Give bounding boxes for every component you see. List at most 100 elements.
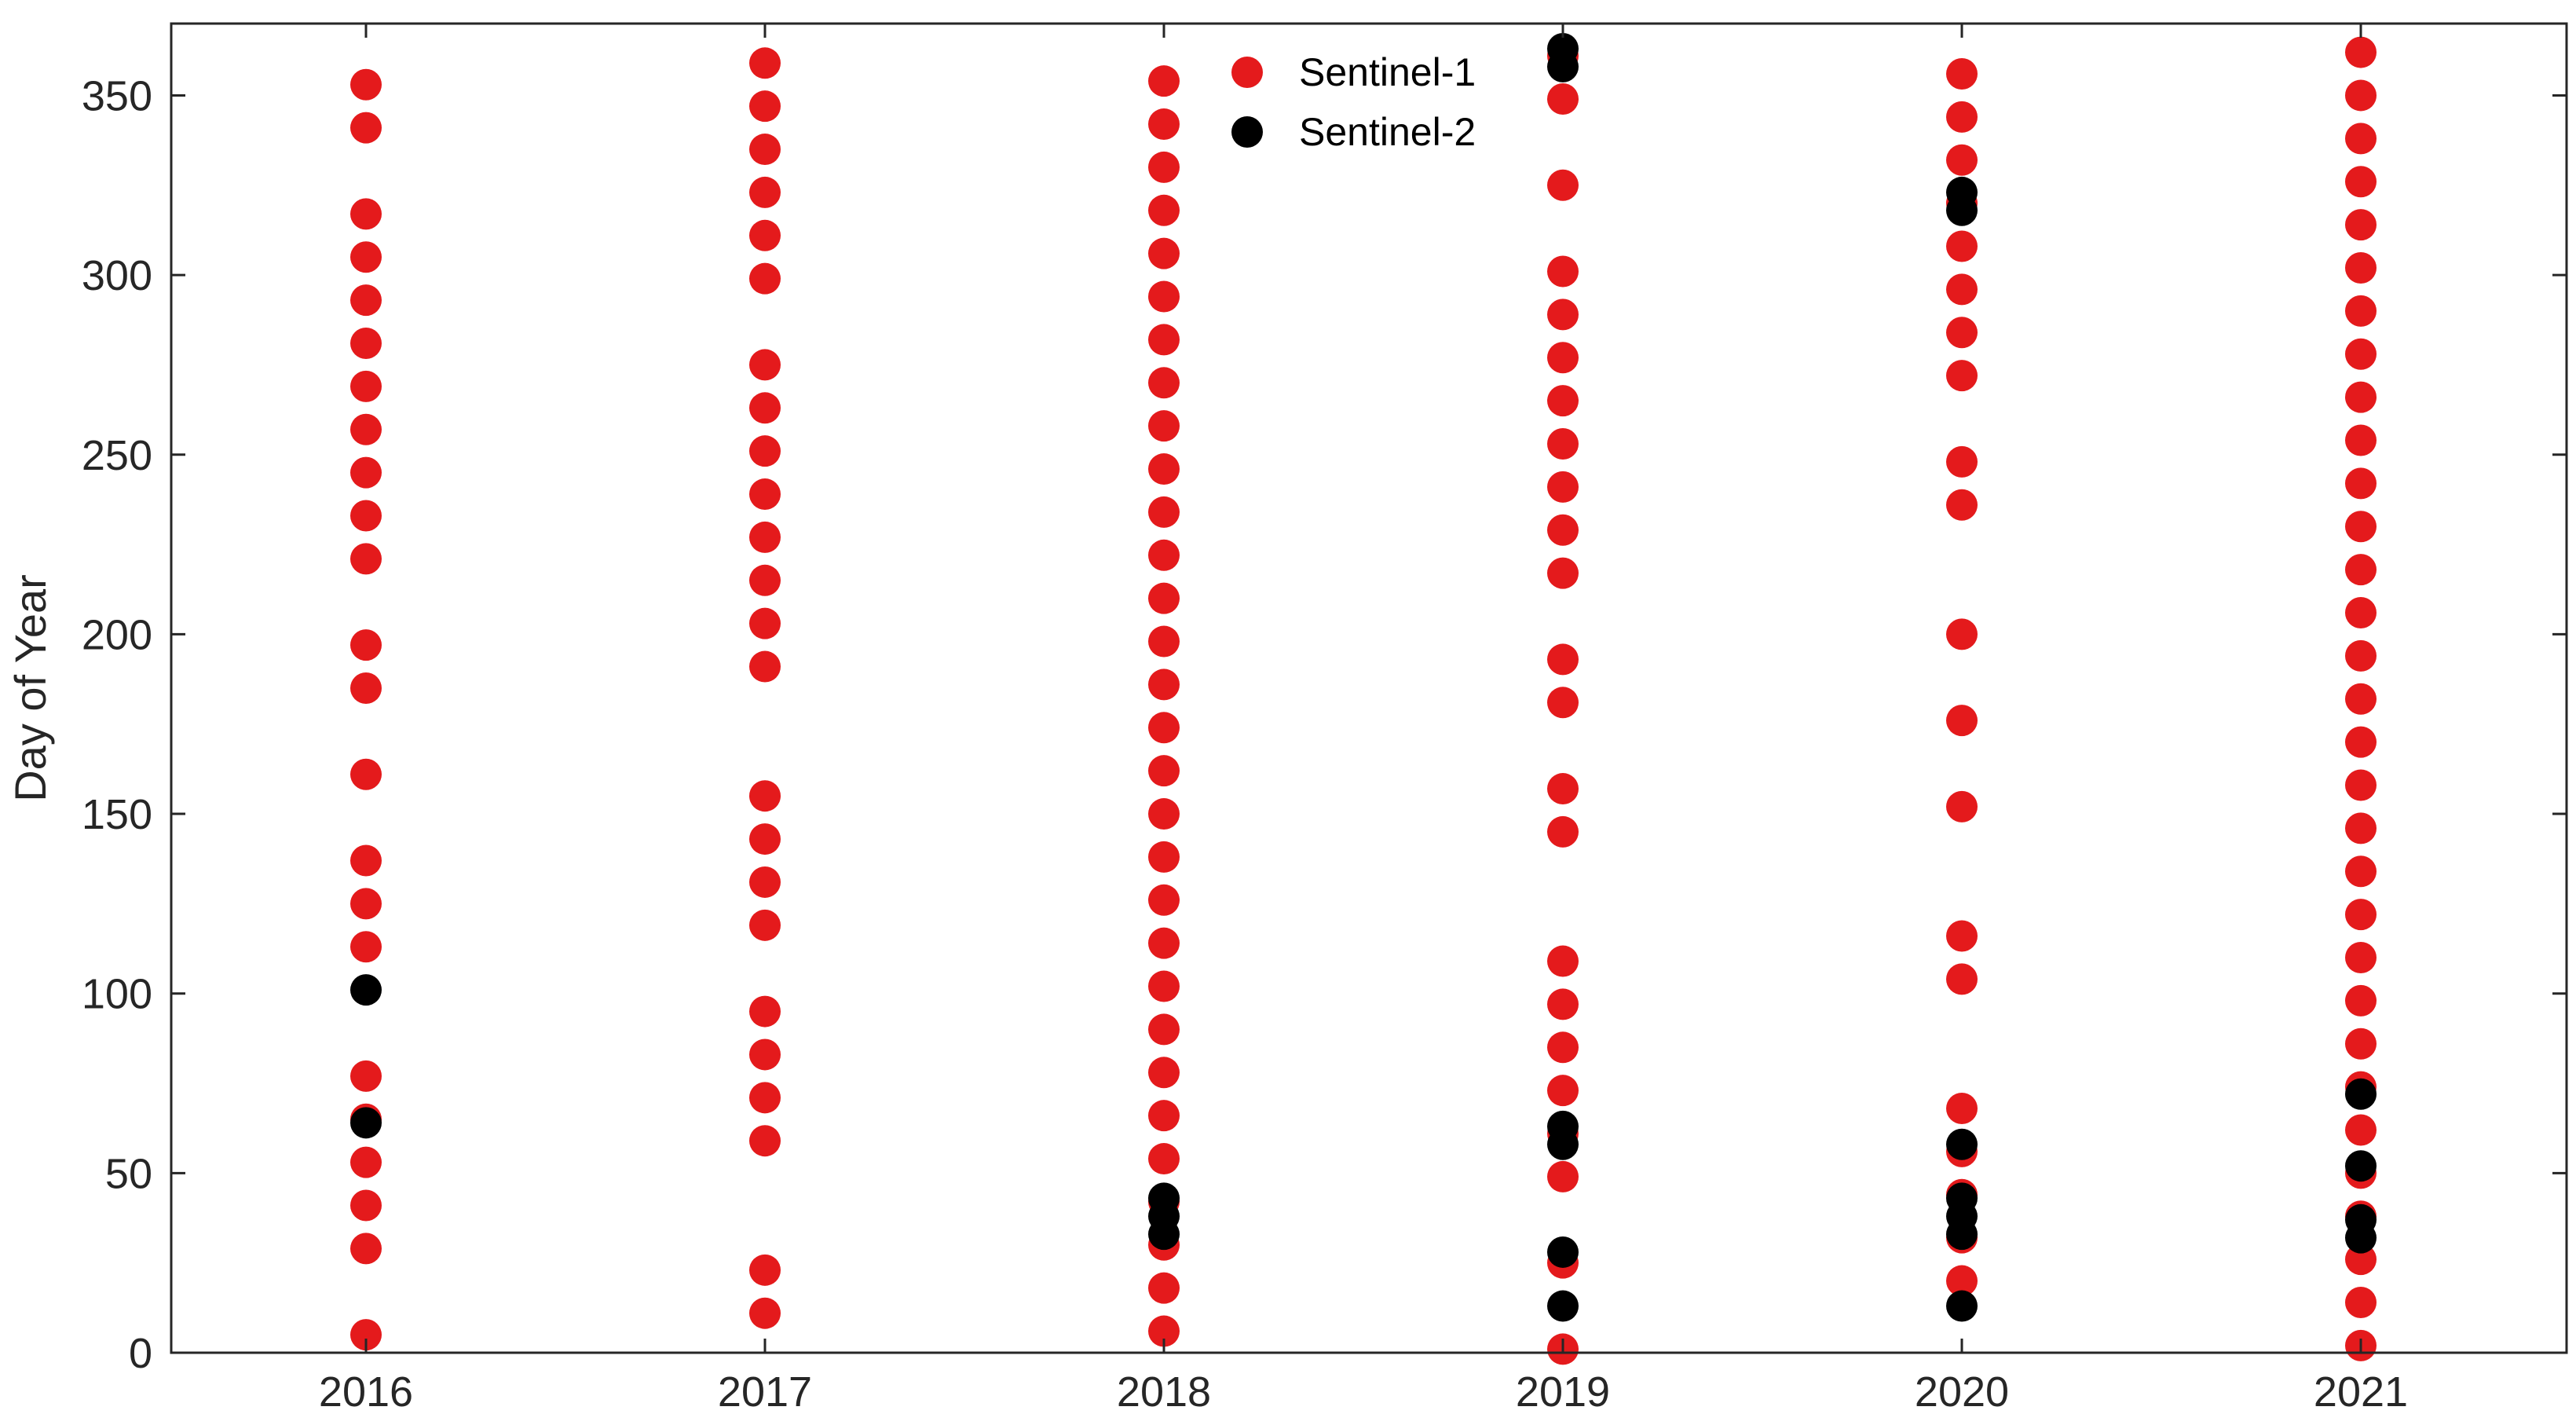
y-tick-label-150: 150 [82,791,152,838]
point-sentinel-2-2019-0 [1547,1290,1579,1322]
x-tick-label-2018: 2018 [1117,1368,1211,1416]
point-sentinel-1-2020-5 [1946,963,1978,995]
point-sentinel-1-2016-21 [350,112,382,144]
point-sentinel-1-2018-21 [1148,410,1180,442]
point-sentinel-1-2019-2 [1547,1160,1579,1192]
point-sentinel-1-2018-15 [1148,669,1180,701]
y-tick-label-250: 250 [82,432,152,479]
point-sentinel-2-2016-1 [350,974,382,1006]
point-sentinel-2-2021-1 [2345,1203,2377,1236]
point-sentinel-1-2021-17 [2345,596,2377,628]
point-sentinel-1-2019-10 [1547,687,1579,719]
point-sentinel-1-2018-18 [1148,539,1180,571]
point-sentinel-1-2021-28 [2345,123,2377,155]
y-tick-label-350: 350 [82,72,152,119]
point-sentinel-1-2017-23 [749,47,781,79]
point-sentinel-1-2018-26 [1148,194,1180,226]
point-sentinel-1-2018-29 [1148,65,1180,97]
x-tick-label-2020: 2020 [1915,1368,2009,1416]
point-sentinel-1-2017-18 [749,262,781,295]
legend-marker-sentinel-1 [1231,57,1263,88]
point-sentinel-1-2019-8 [1547,815,1579,848]
point-sentinel-1-2019-19 [1547,255,1579,288]
point-sentinel-1-2021-13 [2345,769,2377,801]
point-sentinel-1-2017-14 [749,478,781,511]
point-sentinel-1-2021-27 [2345,166,2377,198]
point-sentinel-1-2017-13 [749,521,781,553]
point-sentinel-1-2020-8 [1946,705,1978,737]
point-sentinel-1-2018-13 [1148,755,1180,787]
point-sentinel-1-2018-17 [1148,582,1180,614]
y-tick-label-0: 0 [129,1330,152,1377]
point-sentinel-1-2017-6 [749,909,781,941]
y-tick-label-50: 50 [105,1150,152,1197]
point-sentinel-1-2020-7 [1946,790,1978,822]
point-sentinel-1-2021-26 [2345,209,2377,241]
point-sentinel-1-2017-10 [749,650,781,683]
point-sentinel-2-2020-3 [1946,1182,1978,1214]
point-sentinel-1-2017-19 [749,219,781,251]
x-tick-label-2017: 2017 [718,1368,812,1416]
point-sentinel-1-2017-15 [749,435,781,467]
point-sentinel-1-2018-11 [1148,841,1180,873]
point-sentinel-2-2019-3 [1547,1110,1579,1142]
point-sentinel-1-2016-11 [350,629,382,661]
point-sentinel-1-2016-7 [350,888,382,920]
point-sentinel-1-2021-30 [2345,36,2377,68]
point-sentinel-1-2019-5 [1547,1031,1579,1064]
point-sentinel-1-2016-0 [350,1319,382,1351]
point-sentinel-1-2021-8 [2345,984,2377,1017]
point-sentinel-1-2019-20 [1547,169,1579,201]
point-sentinel-1-2017-11 [749,607,781,639]
point-sentinel-1-2021-14 [2345,726,2377,758]
point-sentinel-1-2016-1 [350,1233,382,1265]
point-sentinel-1-2017-21 [749,134,781,166]
point-sentinel-1-2020-19 [1946,58,1978,90]
point-sentinel-1-2020-18 [1946,101,1978,133]
point-sentinel-1-2018-25 [1148,237,1180,269]
point-sentinel-1-2017-2 [749,1125,781,1157]
point-sentinel-1-2020-10 [1946,489,1978,521]
point-sentinel-1-2016-2 [350,1189,382,1222]
point-sentinel-1-2017-7 [749,866,781,898]
point-sentinel-1-2021-11 [2345,855,2377,888]
x-tick-label-2021: 2021 [2314,1368,2408,1416]
point-sentinel-1-2019-13 [1547,514,1579,546]
point-sentinel-2-2020-4 [1946,1128,1978,1160]
point-sentinel-1-2021-15 [2345,683,2377,715]
point-sentinel-1-2018-19 [1148,496,1180,528]
point-sentinel-1-2021-2 [2345,1244,2377,1276]
point-sentinel-2-2019-1 [1547,1236,1579,1268]
point-sentinel-1-2020-13 [1946,317,1978,349]
point-sentinel-2-2021-2 [2345,1150,2377,1182]
point-sentinel-1-2019-17 [1547,342,1579,374]
point-sentinel-1-2021-23 [2345,338,2377,370]
point-sentinel-1-2016-13 [350,500,382,532]
point-sentinel-1-2017-12 [749,564,781,596]
point-sentinel-1-2021-16 [2345,639,2377,672]
legend: Sentinel-1 Sentinel-2 [1231,50,1476,154]
point-sentinel-1-2019-7 [1547,945,1579,977]
point-sentinel-1-2019-11 [1547,643,1579,676]
point-sentinel-2-2020-0 [1946,1290,1978,1322]
point-sentinel-1-2021-22 [2345,381,2377,413]
legend-label-sentinel-1: Sentinel-1 [1299,50,1476,94]
point-sentinel-1-2020-11 [1946,445,1978,478]
point-sentinel-1-2018-27 [1148,151,1180,183]
point-sentinel-1-2018-9 [1148,927,1180,959]
point-sentinel-1-2017-4 [749,1039,781,1071]
point-sentinel-1-2016-19 [350,241,382,273]
point-sentinel-1-2018-4 [1148,1143,1180,1175]
point-sentinel-1-2016-22 [350,68,382,101]
point-sentinel-1-2019-18 [1547,299,1579,331]
point-sentinel-1-2020-9 [1946,618,1978,650]
point-sentinel-1-2016-3 [350,1146,382,1178]
point-sentinel-1-2016-16 [350,370,382,402]
point-sentinel-1-2021-12 [2345,812,2377,844]
point-sentinel-1-2019-21 [1547,83,1579,115]
point-sentinel-1-2017-17 [749,349,781,381]
point-sentinel-1-2016-20 [350,198,382,230]
point-sentinel-1-2016-17 [350,327,382,359]
point-sentinel-1-2016-12 [350,543,382,575]
